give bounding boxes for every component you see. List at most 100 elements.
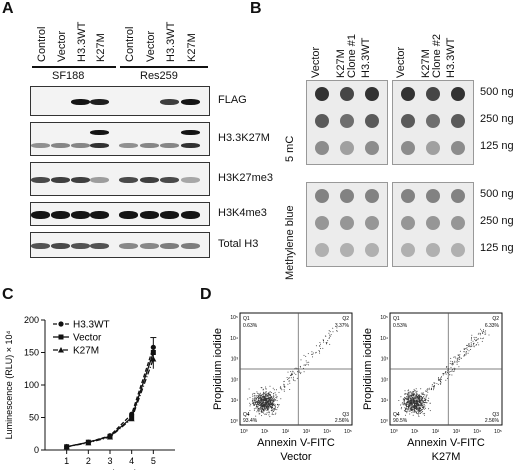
event-dot (410, 399, 412, 401)
event-dot (453, 356, 455, 358)
event-dot (253, 392, 255, 394)
y-tick-label: 200 (24, 315, 39, 325)
event-dot (457, 357, 459, 359)
event-dot (252, 402, 254, 404)
event-dot (332, 327, 334, 329)
event-dot (261, 398, 263, 400)
event-dot (442, 373, 444, 375)
event-dot (259, 392, 261, 394)
lane-label: Vector (145, 30, 157, 62)
event-dot (261, 387, 263, 389)
event-dot (424, 398, 426, 400)
panel-b-letter: B (250, 0, 262, 17)
event-dot (456, 359, 458, 361)
event-dot (419, 406, 421, 408)
event-dot (412, 405, 413, 407)
y-tick-label: 50 (29, 413, 39, 423)
event-dot (424, 394, 426, 396)
event-dot (417, 410, 419, 412)
event-dot (424, 405, 426, 407)
event-dot (419, 396, 421, 398)
event-dot (407, 394, 409, 396)
dot-blot-spot (315, 141, 329, 155)
event-dot (418, 409, 420, 411)
event-dot (259, 397, 260, 399)
event-dot (406, 409, 408, 411)
event-dot (305, 360, 307, 362)
event-dot (326, 342, 328, 344)
dot-blot-spot (340, 189, 354, 203)
lane-label: Control (36, 26, 48, 62)
flow-cytometry-vector: 10⁰ 10¹ 10² 10³ 10⁴ 10⁵ 10⁰ 10¹ 10² 10³ 10⁴ 10⁵ Q10.… (212, 312, 353, 463)
event-dot (260, 406, 262, 407)
event-dot (403, 398, 405, 400)
event-dot (473, 343, 474, 345)
event-dot (425, 396, 427, 398)
event-dot (457, 358, 459, 360)
event-dot (262, 400, 264, 402)
y-tick-label: 10⁵ (230, 315, 238, 321)
quadrant-q4: Q4 (393, 412, 400, 418)
event-dot (269, 403, 271, 405)
event-dot (268, 406, 270, 408)
dot-blot-membrane (306, 182, 388, 267)
event-dot (280, 386, 282, 388)
event-dot (471, 336, 472, 338)
event-dot (258, 408, 260, 409)
dot-blot-spot (401, 87, 415, 101)
event-dot (298, 370, 300, 372)
quadrant-q3-value: 2.56% (485, 418, 500, 424)
event-dot (430, 389, 432, 391)
event-dot (273, 395, 275, 397)
event-dot (256, 411, 258, 413)
event-dot (283, 389, 285, 391)
event-dot (253, 399, 255, 401)
event-dot (406, 403, 407, 405)
x-tick-label: 10¹ (411, 429, 419, 435)
event-dot (404, 396, 405, 398)
event-dot (421, 393, 423, 395)
event-dot (421, 409, 423, 410)
event-dot (422, 407, 424, 409)
event-dot (411, 398, 413, 400)
event-dot (288, 377, 290, 379)
event-dot (271, 406, 273, 408)
event-dot (274, 407, 276, 409)
event-dot (271, 412, 273, 414)
event-dot (421, 398, 423, 400)
dot-blot-spot (426, 141, 440, 155)
blot-band (140, 243, 159, 249)
blot-band (160, 177, 179, 183)
event-dot (451, 374, 453, 376)
event-dot (416, 403, 418, 405)
event-dot (442, 374, 444, 376)
dot-blot-spot (365, 189, 379, 203)
event-dot (261, 400, 262, 402)
event-dot (256, 400, 258, 402)
blot-band (181, 130, 200, 135)
event-dot (262, 406, 264, 408)
event-dot (319, 351, 320, 353)
event-dot (257, 396, 258, 398)
event-dot (414, 408, 416, 409)
event-dot (273, 405, 275, 407)
event-dot (294, 368, 296, 370)
group-label-sf188: SF188 (52, 70, 85, 82)
event-dot (404, 409, 406, 411)
lane-label: K27M (186, 33, 198, 62)
blot-band (140, 177, 159, 183)
event-dot (256, 404, 257, 406)
blot-band (140, 211, 159, 219)
x-tick-label: 10⁵ (494, 429, 502, 435)
event-dot (415, 390, 417, 392)
event-dot (256, 391, 258, 393)
event-dot (410, 410, 412, 411)
event-dot (459, 350, 461, 352)
event-dot (249, 405, 251, 407)
event-dot (408, 391, 410, 393)
event-dot (274, 404, 276, 406)
blot-band (140, 143, 159, 148)
event-dot (408, 396, 410, 398)
blot-band (160, 211, 179, 219)
event-dot (458, 357, 460, 358)
